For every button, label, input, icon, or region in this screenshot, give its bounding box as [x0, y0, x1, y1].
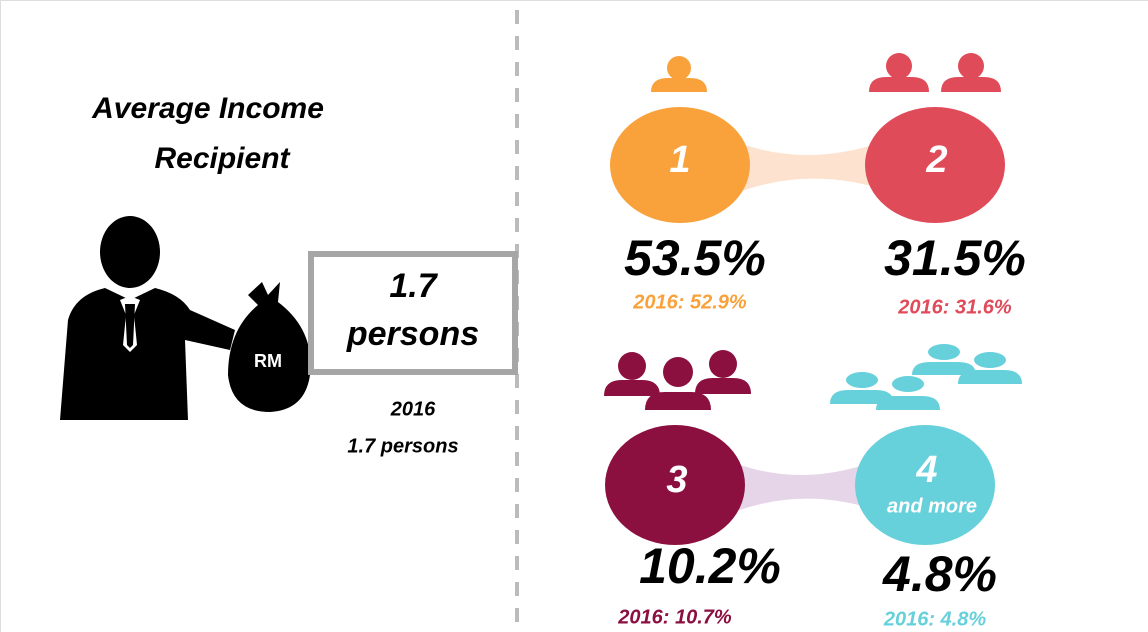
group-number: 1 — [669, 139, 690, 181]
connector — [720, 135, 900, 200]
group-circle — [855, 425, 995, 545]
group-number: 4 — [915, 449, 937, 491]
box-text: persons — [346, 315, 479, 353]
group-circle — [610, 107, 750, 223]
persons-icon — [830, 344, 1022, 410]
group-share: 53.5% — [624, 230, 766, 286]
box-text: 1.7 — [389, 267, 438, 305]
group-sub: and more — [887, 495, 977, 517]
group-number: 2 — [925, 139, 947, 181]
previous-text: 2016 — [390, 398, 436, 420]
title: Average Income — [91, 92, 324, 125]
group-share: 10.2% — [639, 538, 781, 594]
group-number: 3 — [666, 459, 687, 501]
connector — [715, 455, 890, 520]
group-previous: 2016: 10.7% — [617, 606, 732, 628]
bag-label: RM — [254, 351, 282, 371]
persons-box — [308, 251, 518, 375]
group-share: 31.5% — [884, 230, 1026, 286]
group-circle — [605, 425, 745, 545]
title: Recipient — [154, 142, 291, 175]
persons-icon — [869, 53, 1001, 92]
group-circle — [865, 107, 1005, 223]
group-previous: 2016: 31.6% — [897, 296, 1012, 318]
person-icon — [651, 56, 707, 92]
group-share: 4.8% — [882, 546, 997, 602]
businessman-icon: RM — [60, 216, 311, 420]
group-previous: 2016: 4.8% — [883, 608, 987, 630]
persons-icon — [604, 350, 751, 410]
previous-text: 1.7 persons — [347, 435, 458, 457]
group-previous: 2016: 52.9% — [632, 291, 747, 313]
